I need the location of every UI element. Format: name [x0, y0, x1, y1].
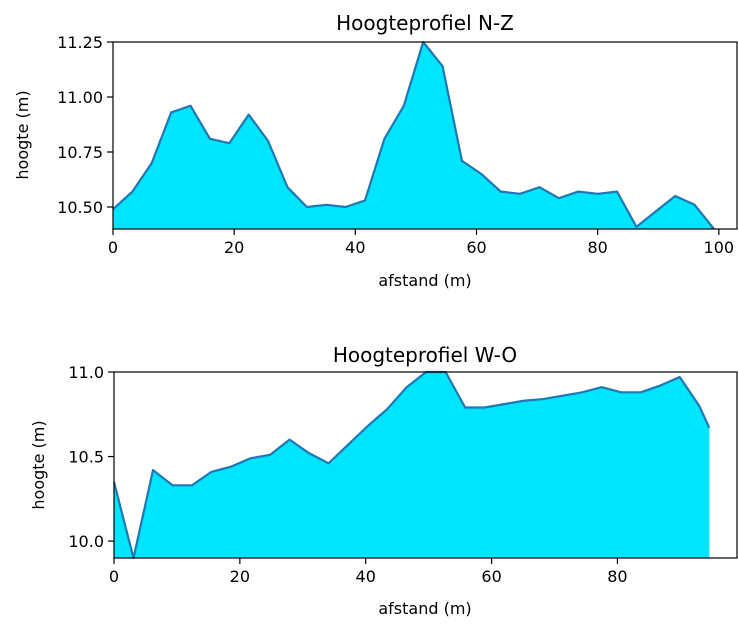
y-tick-label-nz: 10.50 — [57, 198, 103, 217]
area-fill-nz — [113, 42, 714, 229]
x-axis-label-nz: afstand (m) — [378, 271, 471, 290]
x-ticks-nz: 0 20 40 60 80 100 — [108, 229, 734, 257]
axes-frame-wo — [113, 371, 738, 559]
chart-title-nz: Hoogteprofiel N-Z — [336, 11, 514, 35]
x-tick-label-wo: 0 — [109, 567, 119, 586]
x-tick-label-wo: 80 — [607, 567, 627, 586]
y-tick-label-wo: 11.0 — [68, 363, 104, 382]
x-tick-label-nz: 20 — [224, 238, 244, 257]
y-tick-label-wo: 10.5 — [68, 448, 104, 467]
series-line-nz — [112, 40, 715, 230]
axes-frame-nz — [112, 41, 738, 230]
panel-nz: Hoogteprofiel N-Z 0 20 40 60 80 100 10.50 10.7… — [13, 11, 738, 290]
y-axis-label-wo: hoogte (m) — [29, 420, 48, 509]
x-tick-label-nz: 40 — [345, 238, 365, 257]
y-tick-label-nz: 11.00 — [57, 88, 103, 107]
y-tick-label-nz: 10.75 — [57, 143, 103, 162]
y-ticks-wo: 10.0 10.5 11.0 — [68, 363, 114, 551]
area-fill-wo — [114, 372, 710, 558]
x-tick-label-nz: 100 — [704, 238, 735, 257]
series-line-wo — [112, 370, 711, 560]
panel-wo: Hoogteprofiel W-O 0 20 40 60 80 10.0 10.5 11.0… — [29, 343, 738, 618]
y-tick-label-nz: 11.25 — [57, 33, 103, 52]
x-ticks-wo: 0 20 40 60 80 — [109, 558, 628, 586]
x-tick-label-wo: 40 — [356, 567, 376, 586]
x-tick-label-nz: 0 — [108, 238, 118, 257]
x-tick-label-nz: 80 — [587, 238, 607, 257]
y-tick-label-wo: 10.0 — [68, 532, 104, 551]
plot-area-wo — [112, 370, 711, 560]
x-tick-label-wo: 60 — [481, 567, 501, 586]
y-ticks-nz: 10.50 10.75 11.00 11.25 — [57, 33, 113, 217]
x-tick-label-wo: 20 — [230, 567, 250, 586]
x-axis-label-wo: afstand (m) — [378, 599, 471, 618]
y-axis-label-nz: hoogte (m) — [13, 90, 32, 179]
plot-area-nz — [112, 40, 715, 230]
chart-title-wo: Hoogteprofiel W-O — [333, 343, 517, 367]
x-tick-label-nz: 60 — [466, 238, 486, 257]
